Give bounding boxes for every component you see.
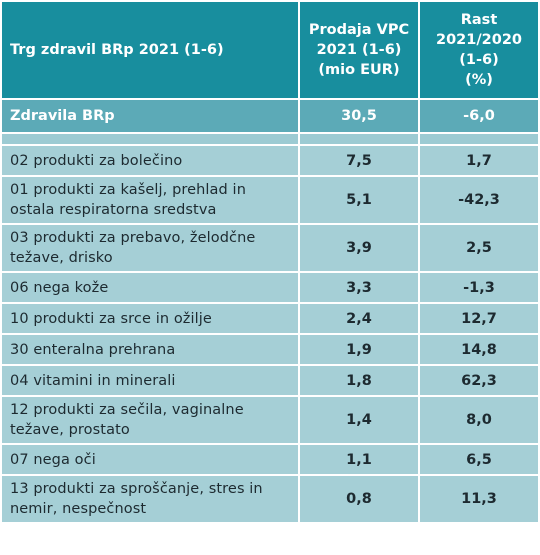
table-row: 03 produkti za prebavo, želodčne težave,… [2, 223, 538, 271]
row-growth: -42,3 [420, 175, 538, 223]
total-growth: -6,0 [420, 98, 538, 132]
header-title: Trg zdravil BRp 2021 (1-6) [2, 2, 300, 98]
spacer-row [2, 132, 538, 144]
spacer-cell [300, 132, 420, 144]
table-row: 01 produkti za kašelj, prehlad in ostala… [2, 175, 538, 223]
row-label: 01 produkti za kašelj, prehlad in ostala… [2, 175, 300, 223]
table-row: 13 produkti za sproščanje, stres in nemi… [2, 474, 538, 522]
row-label: 06 nega kože [2, 271, 300, 302]
row-label: 03 produkti za prebavo, želodčne težave,… [2, 223, 300, 271]
row-growth: 11,3 [420, 474, 538, 522]
row-sales: 2,4 [300, 302, 420, 333]
row-label: 04 vitamini in minerali [2, 364, 300, 395]
row-sales: 1,8 [300, 364, 420, 395]
row-growth: 1,7 [420, 144, 538, 175]
total-row: Zdravila BRp 30,5 -6,0 [2, 98, 538, 132]
header-growth: Rast 2021/2020 (1-6) (%) [420, 2, 538, 98]
row-label: 30 enteralna prehrana [2, 333, 300, 364]
row-growth: 62,3 [420, 364, 538, 395]
row-label: 10 produkti za srce in ožilje [2, 302, 300, 333]
table-row: 02 produkti za bolečino 7,5 1,7 [2, 144, 538, 175]
market-table: Trg zdravil BRp 2021 (1-6) Prodaja VPC 2… [2, 2, 538, 522]
row-sales: 1,9 [300, 333, 420, 364]
row-growth: -1,3 [420, 271, 538, 302]
row-growth: 8,0 [420, 395, 538, 443]
header-sales: Prodaja VPC 2021 (1-6) (mio EUR) [300, 2, 420, 98]
header-sales-line: (mio EUR) [318, 62, 400, 78]
table-row: 04 vitamini in minerali 1,8 62,3 [2, 364, 538, 395]
row-sales: 1,1 [300, 443, 420, 474]
spacer-cell [420, 132, 538, 144]
spacer-cell [2, 132, 300, 144]
table-header: Trg zdravil BRp 2021 (1-6) Prodaja VPC 2… [2, 2, 538, 98]
row-growth: 6,5 [420, 443, 538, 474]
row-label: 02 produkti za bolečino [2, 144, 300, 175]
table-row: 06 nega kože 3,3 -1,3 [2, 271, 538, 302]
header-growth-line: (%) [465, 72, 493, 88]
row-growth: 14,8 [420, 333, 538, 364]
row-label: 12 produkti za sečila, vaginalne težave,… [2, 395, 300, 443]
table-row: 10 produkti za srce in ožilje 2,4 12,7 [2, 302, 538, 333]
row-sales: 3,9 [300, 223, 420, 271]
row-sales: 7,5 [300, 144, 420, 175]
row-label: 07 nega oči [2, 443, 300, 474]
header-growth-line: 2021/2020 [435, 32, 522, 48]
total-sales: 30,5 [300, 98, 420, 132]
row-sales: 0,8 [300, 474, 420, 522]
row-label: 13 produkti za sproščanje, stres in nemi… [2, 474, 300, 522]
header-growth-line: Rast [460, 12, 498, 28]
row-sales: 1,4 [300, 395, 420, 443]
row-sales: 3,3 [300, 271, 420, 302]
row-growth: 12,7 [420, 302, 538, 333]
header-sales-line: 2021 (1-6) [316, 42, 402, 58]
header-growth-line: (1-6) [459, 52, 499, 68]
table-row: 07 nega oči 1,1 6,5 [2, 443, 538, 474]
table-row: 12 produkti za sečila, vaginalne težave,… [2, 395, 538, 443]
total-label: Zdravila BRp [2, 98, 300, 132]
table-row: 30 enteralna prehrana 1,9 14,8 [2, 333, 538, 364]
row-growth: 2,5 [420, 223, 538, 271]
row-sales: 5,1 [300, 175, 420, 223]
header-sales-line: Prodaja VPC [308, 22, 410, 38]
